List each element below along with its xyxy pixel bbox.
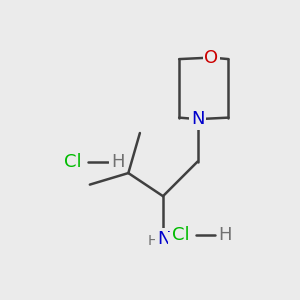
Text: H: H <box>219 226 232 244</box>
Text: H: H <box>169 234 180 248</box>
Text: Cl: Cl <box>64 152 82 170</box>
Text: Cl: Cl <box>172 226 190 244</box>
Text: N: N <box>157 230 170 247</box>
Text: H: H <box>111 152 124 170</box>
Text: O: O <box>204 49 219 67</box>
Text: H: H <box>148 234 158 248</box>
Text: N: N <box>191 110 204 128</box>
